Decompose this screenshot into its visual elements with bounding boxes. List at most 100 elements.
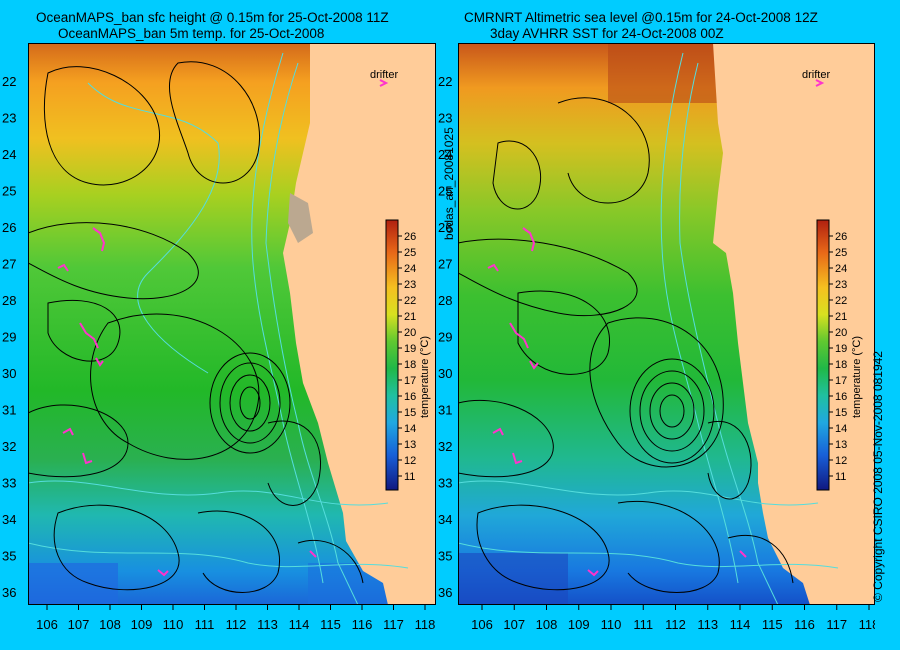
sea-height-contours xyxy=(458,97,794,593)
right-drifter-label: drifter xyxy=(802,69,830,81)
right-colorbar: 26 25 24 23 22 21 20 19 18 17 16 15 14 13 12 11 xyxy=(816,219,847,491)
colorbar-tick-label: 17 xyxy=(835,375,847,387)
lon-tick-label: 115 xyxy=(320,617,341,632)
lat-tick-label: 25 xyxy=(438,184,452,199)
lon-tick-label: 107 xyxy=(68,617,90,632)
colorbar-tick-label: 14 xyxy=(835,423,847,435)
left-colorbar-label: temperature (°C) xyxy=(419,335,431,418)
lat-tick-label: 22 xyxy=(438,74,452,89)
lat-tick-label: 24 xyxy=(2,147,16,162)
right-title-line1: CMRNRT Altimetric sea level @0.15m for 2… xyxy=(464,10,818,25)
colorbar-tick-label: 24 xyxy=(404,263,416,275)
lat-tick-label: 22 xyxy=(2,74,16,89)
lat-tick-label: 35 xyxy=(2,549,16,564)
lon-tick-label: 117 xyxy=(826,617,847,632)
left-lon-axis: 106 107 108 109 110 111 112 113 114 115 116 117 118 xyxy=(36,605,435,632)
colorbar-tick-label: 12 xyxy=(835,455,847,467)
colorbar-tick-label: 16 xyxy=(835,391,847,403)
lon-tick-label: 108 xyxy=(99,617,121,632)
drifter-tracks xyxy=(487,79,825,577)
colorbar-tick-label: 22 xyxy=(404,295,416,307)
lon-tick-label: 110 xyxy=(163,617,184,632)
colorbar-tick-label: 25 xyxy=(835,247,847,259)
lat-tick-label: 28 xyxy=(2,293,16,308)
sea-height-contours xyxy=(28,61,364,593)
colorbar-tick-label: 19 xyxy=(404,343,416,355)
lat-tick-label: 23 xyxy=(438,111,452,126)
colorbar-tick-label: 12 xyxy=(404,455,416,467)
left-sst-map: drifter xyxy=(28,43,436,605)
lon-tick-label: 109 xyxy=(131,617,153,632)
colorbar-tick-label: 20 xyxy=(835,327,847,339)
bathymetry-contours xyxy=(28,52,409,605)
bathymetry-contours xyxy=(458,52,839,605)
lon-tick-label: 114 xyxy=(730,617,751,632)
lat-tick-label: 29 xyxy=(2,330,16,345)
lat-tick-label: 26 xyxy=(438,220,452,235)
lon-tick-label: 113 xyxy=(697,617,718,632)
lat-tick-label: 35 xyxy=(438,549,452,564)
lon-tick-label: 107 xyxy=(503,617,525,632)
colorbar-tick-label: 18 xyxy=(835,359,847,371)
lat-tick-label: 32 xyxy=(438,439,452,454)
drifter-tracks xyxy=(57,79,389,577)
lat-tick-label: 33 xyxy=(2,476,16,491)
colorbar-tick-label: 15 xyxy=(404,407,416,419)
lon-tick-label: 106 xyxy=(471,617,493,632)
colorbar-tick-label: 25 xyxy=(404,247,416,259)
left-title-line1: OceanMAPS_ban sfc height @ 0.15m for 25-… xyxy=(36,10,389,25)
left-lat-axis: 22 23 24 25 26 27 28 29 30 31 32 33 34 35 36 xyxy=(0,43,28,605)
colorbar-tick-label: 13 xyxy=(404,439,416,451)
colorbar-tick-label: 26 xyxy=(835,231,847,243)
colorbar-tick-label: 26 xyxy=(404,231,416,243)
colorbar-tick-labels: 26 25 24 23 22 21 20 19 18 17 16 15 14 13 12 11 xyxy=(398,231,416,483)
right-title-line2: 3day AVHRR SST for 24-Oct-2008 00Z xyxy=(490,26,724,41)
lon-tick-label: 118 xyxy=(859,617,875,632)
left-colorbar: 26 25 24 23 22 21 20 19 18 17 16 15 14 13 12 11 xyxy=(385,219,416,491)
colorbar-tick-label: 22 xyxy=(835,295,847,307)
colorbar-tick-label: 11 xyxy=(835,471,846,483)
colorbar-tick-label: 18 xyxy=(404,359,416,371)
lat-tick-label: 33 xyxy=(438,476,452,491)
lat-tick-label: 32 xyxy=(2,439,16,454)
copyright-label: © Copyright CSIRO 2008 05-Nov-2008 08194… xyxy=(871,351,885,602)
land-mass xyxy=(713,43,875,605)
lat-tick-label: 36 xyxy=(2,585,16,600)
lat-tick-label: 23 xyxy=(2,111,16,126)
lat-tick-label: 25 xyxy=(2,184,16,199)
lon-tick-label: 106 xyxy=(36,617,58,632)
lat-tick-label: 27 xyxy=(2,257,16,272)
lat-tick-label: 28 xyxy=(438,293,452,308)
left-title-line2: OceanMAPS_ban 5m temp. for 25-Oct-2008 xyxy=(58,26,325,41)
lat-tick-label: 29 xyxy=(438,330,452,345)
lon-tick-label: 108 xyxy=(536,617,558,632)
lat-tick-label: 31 xyxy=(438,403,452,418)
lon-tick-label: 113 xyxy=(257,617,278,632)
colorbar-tick-label: 23 xyxy=(404,279,416,291)
lon-tick-label: 112 xyxy=(665,617,686,632)
lon-tick-label: 114 xyxy=(289,617,310,632)
lat-tick-label: 30 xyxy=(2,366,16,381)
lon-tick-label: 110 xyxy=(601,617,622,632)
lat-tick-label: 24 xyxy=(438,147,452,162)
colorbar-tick-label: 17 xyxy=(404,375,416,387)
lat-tick-label: 34 xyxy=(438,512,452,527)
colorbar-tick-label: 21 xyxy=(404,311,416,323)
lon-tick-label: 109 xyxy=(568,617,590,632)
colorbar-tick-label: 15 xyxy=(835,407,847,419)
lat-tick-label: 27 xyxy=(438,257,452,272)
colorbar-tick-label: 21 xyxy=(835,311,847,323)
lon-tick-label: 111 xyxy=(195,617,215,632)
colorbar-tick-label: 19 xyxy=(835,343,847,355)
left-drifter-label: drifter xyxy=(370,69,398,81)
lat-tick-label: 36 xyxy=(438,585,452,600)
lon-tick-label: 112 xyxy=(226,617,247,632)
lat-tick-label: 34 xyxy=(2,512,16,527)
colorbar-tick-label: 14 xyxy=(404,423,416,435)
lon-tick-label: 117 xyxy=(383,617,404,632)
right-sst-map: drifter xyxy=(458,43,875,605)
right-colorbar-label: temperature (°C) xyxy=(851,335,863,418)
lon-tick-label: 116 xyxy=(352,617,373,632)
lat-tick-label: 26 xyxy=(2,220,16,235)
right-lat-axis: 22 23 24 25 26 27 28 29 30 31 32 33 34 35 36 xyxy=(436,43,458,605)
